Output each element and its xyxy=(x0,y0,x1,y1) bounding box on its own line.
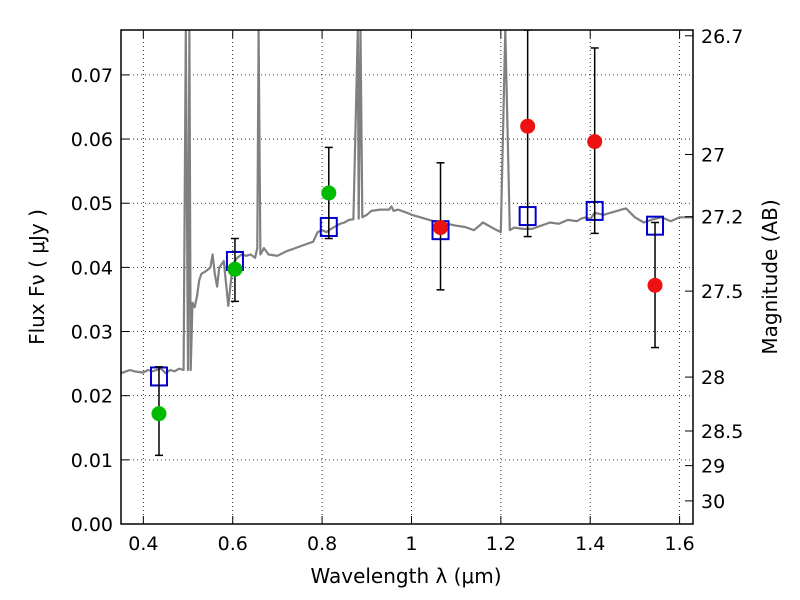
y-tick-label: 0.00 xyxy=(71,514,113,536)
axis-ticks: 0.4 0.6 0.8 1 1.2 1.4 1.6 0.00 0.01 0.02 0.03 0.04 0… xyxy=(71,26,744,555)
grid-lines xyxy=(121,30,693,525)
plot-area xyxy=(121,30,693,457)
right-tick-label: 26.7 xyxy=(701,26,743,48)
green-flux-point xyxy=(151,406,167,422)
x-tick-label: 1.2 xyxy=(486,533,516,555)
right-tick-label: 28 xyxy=(701,367,725,389)
red-flux-point xyxy=(587,134,603,150)
right-tick-label: 27.2 xyxy=(701,207,743,229)
green-flux-point xyxy=(227,261,243,277)
red-flux-point xyxy=(520,118,536,134)
right-tick-label: 27.5 xyxy=(701,281,743,303)
x-tick-label: 1.6 xyxy=(664,533,694,555)
right-tick-label: 29 xyxy=(701,456,725,478)
plot-frame xyxy=(120,29,694,525)
x-axis-label: Wavelength λ (μm) xyxy=(310,564,501,588)
y-tick-label: 0.03 xyxy=(71,322,113,344)
x-tick-label: 0.8 xyxy=(307,533,337,555)
x-tick-label: 0.6 xyxy=(218,533,248,555)
red-flux-point xyxy=(647,277,663,293)
x-tick-label: 1 xyxy=(405,533,417,555)
right-axis-label: Magnitude (AB) xyxy=(758,199,782,354)
y-tick-label: 0.01 xyxy=(71,450,113,472)
y-tick-label: 0.02 xyxy=(71,386,113,408)
spectrum-line xyxy=(121,30,693,375)
x-tick-label: 0.4 xyxy=(128,533,158,555)
red-flux-point xyxy=(433,220,449,236)
right-tick-label: 28.5 xyxy=(701,421,743,443)
y-axis-label: Flux Fν ( μJy ) xyxy=(25,209,49,345)
x-tick-label: 1.4 xyxy=(575,533,605,555)
right-tick-label: 27 xyxy=(701,144,725,166)
right-tick-label: 30 xyxy=(701,491,725,513)
y-tick-label: 0.07 xyxy=(71,65,113,87)
y-tick-label: 0.06 xyxy=(71,129,113,151)
green-flux-point xyxy=(321,185,337,201)
y-tick-label: 0.04 xyxy=(71,257,113,279)
y-tick-label: 0.05 xyxy=(71,193,113,215)
